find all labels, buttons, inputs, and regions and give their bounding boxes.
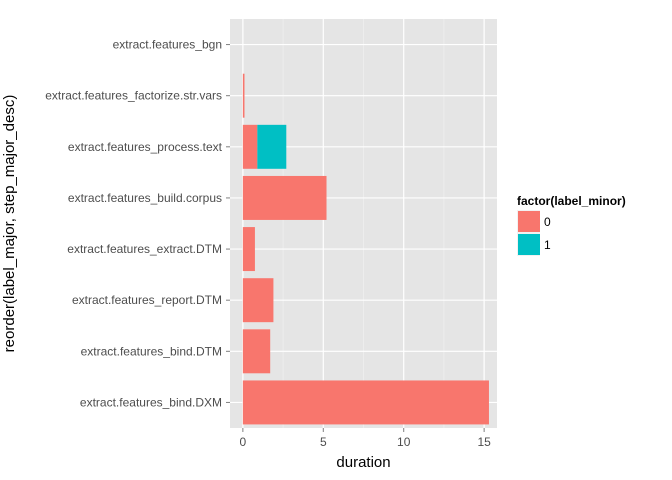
y-tick-label: extract.features_bind.DXM — [80, 395, 222, 409]
bar-series-0 — [242, 380, 489, 425]
x-tick-labels: 0 5 10 15 — [240, 435, 492, 449]
legend-title: factor(label_minor) — [517, 194, 626, 208]
bar-series-0 — [242, 73, 245, 118]
y-tick-label: extract.features_build.corpus — [68, 191, 222, 205]
x-tick-label: 10 — [397, 435, 411, 449]
legend-swatch-1 — [518, 234, 540, 255]
y-tick-label: extract.features_extract.DTM — [67, 242, 222, 256]
y-axis-title: reorder(label_major, step_major_desc) — [1, 95, 18, 353]
axis-ticks — [226, 44, 485, 432]
y-tick-label: extract.features_factorize.str.vars — [45, 89, 222, 103]
x-tick-label: 0 — [240, 435, 247, 449]
legend-swatch-0 — [518, 211, 540, 232]
y-tick-label: extract.features_report.DTM — [72, 293, 222, 307]
bars — [242, 73, 489, 425]
bar-series-0 — [242, 175, 327, 220]
bar-series-0 — [242, 227, 255, 272]
y-tick-label: extract.features_process.text — [68, 140, 223, 154]
legend: factor(label_minor) 0 1 — [517, 194, 626, 256]
y-tick-labels: extract.features_bgn extract.features_fac… — [45, 38, 222, 410]
bar-series-1 — [257, 124, 287, 169]
bar-series-0 — [242, 278, 274, 323]
legend-label-0: 0 — [544, 215, 551, 229]
legend-label-1: 1 — [544, 238, 551, 252]
x-tick-label: 15 — [477, 435, 491, 449]
bar-series-0 — [242, 124, 258, 169]
x-axis-title: duration — [336, 454, 390, 471]
y-tick-label: extract.features_bind.DTM — [81, 344, 222, 358]
y-tick-label: extract.features_bgn — [113, 38, 222, 52]
bar-series-0 — [242, 329, 271, 374]
x-tick-label: 5 — [320, 435, 327, 449]
